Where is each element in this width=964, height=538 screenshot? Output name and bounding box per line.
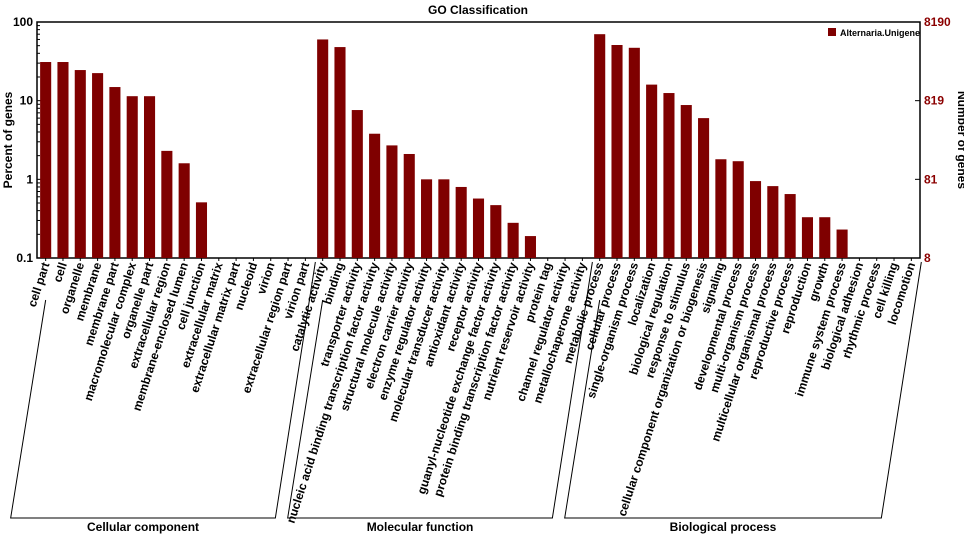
bar xyxy=(680,105,692,258)
bar xyxy=(455,186,467,258)
bar xyxy=(767,186,779,258)
bar xyxy=(646,84,658,259)
group-bracket xyxy=(10,261,316,519)
bar xyxy=(507,222,519,258)
bar xyxy=(472,198,485,258)
bar xyxy=(74,70,86,258)
bar xyxy=(403,153,415,258)
y2-axis-label: Number of genes xyxy=(955,91,964,189)
bar xyxy=(334,47,346,259)
bar xyxy=(57,62,69,258)
y-tick-label: 0.1 xyxy=(16,251,33,265)
bar xyxy=(109,87,121,258)
bar xyxy=(143,96,156,258)
bar xyxy=(524,236,536,258)
bar xyxy=(698,118,710,258)
y-tick-label: 10 xyxy=(20,94,34,108)
bar xyxy=(40,62,52,258)
bar xyxy=(369,133,381,258)
bar xyxy=(836,229,848,258)
x-tick-label: cell part xyxy=(25,261,53,309)
group-label: Cellular component xyxy=(87,520,199,534)
x-tick-label: cell xyxy=(50,261,69,284)
bar xyxy=(801,217,814,258)
y2-tick-label: 8 xyxy=(924,251,931,265)
group-label: Biological process xyxy=(670,520,777,534)
bar xyxy=(161,150,173,258)
bar xyxy=(663,93,675,258)
chart-title: GO Classification xyxy=(428,3,528,17)
group-bracket xyxy=(564,261,922,519)
bar xyxy=(386,145,398,258)
bar xyxy=(715,159,727,258)
y2-tick-label: 8190 xyxy=(924,15,951,29)
bar xyxy=(92,73,104,258)
group-bracket xyxy=(287,261,593,519)
bar xyxy=(819,217,831,258)
y2-tick-label: 819 xyxy=(924,94,944,108)
bar xyxy=(749,181,762,258)
bar xyxy=(784,194,796,258)
bar xyxy=(594,34,606,258)
legend-label: Alternaria.Unigene xyxy=(840,28,920,38)
y2-tick-label: 81 xyxy=(924,172,938,186)
bar xyxy=(490,205,502,258)
bar xyxy=(351,110,363,258)
y-axis-label: Percent of genes xyxy=(1,91,15,188)
group-label: Molecular function xyxy=(367,520,474,534)
bar xyxy=(611,45,623,258)
bar xyxy=(178,163,190,258)
bar xyxy=(195,202,208,258)
bar xyxy=(438,179,450,258)
bar xyxy=(628,47,640,258)
legend-swatch xyxy=(828,28,836,36)
bar xyxy=(126,96,138,258)
bar xyxy=(421,179,433,258)
y-tick-label: 1 xyxy=(26,172,33,186)
y-tick-label: 100 xyxy=(13,15,33,29)
bar xyxy=(317,39,329,258)
bar xyxy=(732,161,744,258)
